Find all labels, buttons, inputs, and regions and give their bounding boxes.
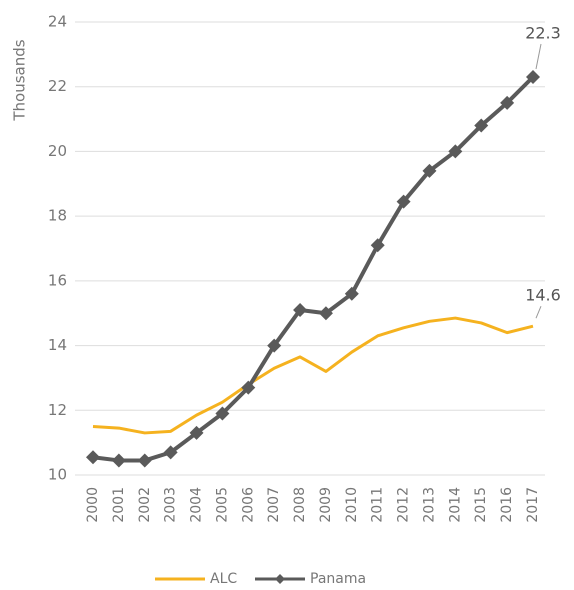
x-tick-label: 2012 [396, 487, 412, 523]
x-tick-label: 2010 [344, 487, 360, 523]
data-label: 22.3 [525, 24, 561, 43]
marker [448, 144, 463, 159]
marker [526, 70, 540, 85]
marker [189, 425, 204, 440]
x-tick-label: 2002 [137, 487, 153, 523]
x-tick-label: 2001 [111, 487, 127, 523]
line [92, 316, 534, 435]
data-label: 14.6 [525, 286, 561, 305]
legend-marker [275, 574, 285, 584]
y-axis-label: Thousands [11, 39, 29, 121]
x-tick-label: 2003 [163, 487, 179, 523]
legend-label: ALC [210, 571, 237, 587]
x-tick-label: 2009 [318, 487, 334, 523]
leader-line [535, 305, 542, 319]
marker [137, 453, 152, 468]
marker [267, 338, 282, 353]
x-tick-label: 2007 [266, 487, 282, 523]
y-tick-label: 24 [48, 13, 67, 31]
y-tick-label: 20 [48, 142, 67, 160]
marker [344, 286, 359, 301]
x-tick-label: 2004 [189, 487, 205, 523]
marker [215, 406, 230, 421]
x-tick-label: 2013 [421, 487, 437, 523]
x-tick-label: 2005 [214, 487, 230, 523]
y-tick-label: 18 [48, 207, 67, 225]
x-tick-label: 2017 [525, 487, 541, 523]
marker [474, 118, 489, 133]
y-tick-label: 10 [48, 466, 67, 484]
x-tick-label: 2000 [85, 487, 101, 523]
marker [370, 238, 385, 253]
marker [241, 380, 256, 395]
y-tick-label: 22 [48, 77, 67, 95]
leader-line [535, 43, 542, 70]
marker [500, 95, 515, 110]
line [92, 75, 535, 463]
marker [318, 306, 333, 321]
marker [396, 194, 411, 209]
x-tick-label: 2014 [447, 487, 463, 523]
y-tick-label: 12 [48, 401, 67, 419]
marker [422, 163, 437, 178]
y-tick-label: 16 [48, 271, 67, 289]
marker [163, 445, 178, 460]
marker [111, 453, 126, 468]
legend-label: Panama [310, 571, 366, 587]
x-tick-label: 2016 [499, 487, 515, 523]
y-tick-label: 14 [48, 336, 67, 354]
x-tick-label: 2011 [370, 487, 386, 523]
x-tick-label: 2015 [473, 487, 489, 523]
marker [86, 450, 100, 465]
x-tick-label: 2008 [292, 487, 308, 523]
marker [293, 302, 308, 317]
x-tick-label: 2006 [240, 487, 256, 523]
